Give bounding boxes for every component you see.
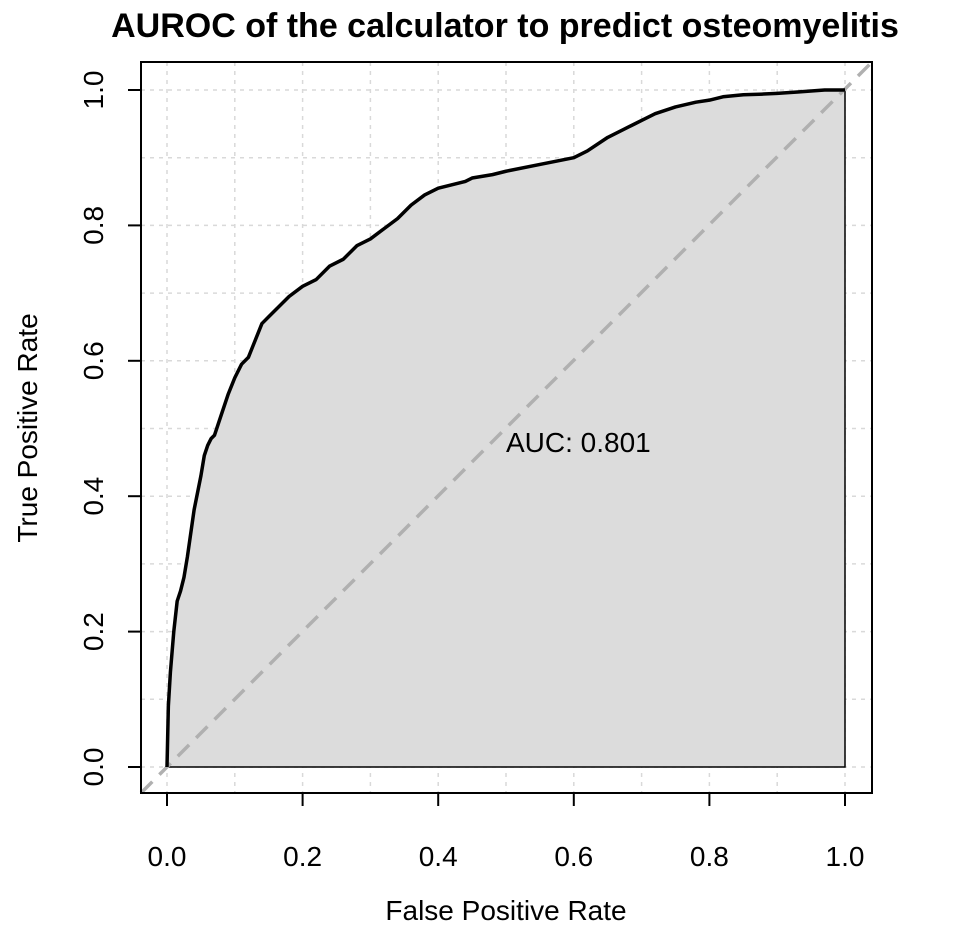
y-axis: 0.0 0.2 0.4 0.6 0.8 1.0: [78, 71, 141, 787]
y-tick-label: 0.2: [78, 612, 109, 651]
y-tick-label: 0.8: [78, 206, 109, 245]
x-axis-label: False Positive Rate: [385, 895, 626, 926]
x-axis: 0.0 0.2 0.4 0.6 0.8 1.0: [148, 793, 865, 872]
x-tick-label: 0.4: [419, 841, 458, 872]
y-tick-label: 0.0: [78, 748, 109, 787]
x-tick-label: 1.0: [826, 841, 865, 872]
x-tick-label: 0.8: [690, 841, 729, 872]
x-tick-label: 0.6: [554, 841, 593, 872]
auc-annotation: AUC: 0.801: [506, 427, 651, 458]
y-tick-label: 1.0: [78, 71, 109, 110]
x-tick-label: 0.2: [283, 841, 322, 872]
y-axis-label: True Positive Rate: [12, 313, 43, 542]
y-tick-label: 0.4: [78, 477, 109, 516]
x-tick-label: 0.0: [148, 841, 187, 872]
roc-curve: [165, 88, 845, 768]
y-tick-label: 0.6: [78, 341, 109, 380]
reference-diagonal: [139, 60, 874, 795]
plot-border: [140, 61, 873, 794]
chart-title: AUROC of the calculator to predict osteo…: [111, 7, 899, 45]
